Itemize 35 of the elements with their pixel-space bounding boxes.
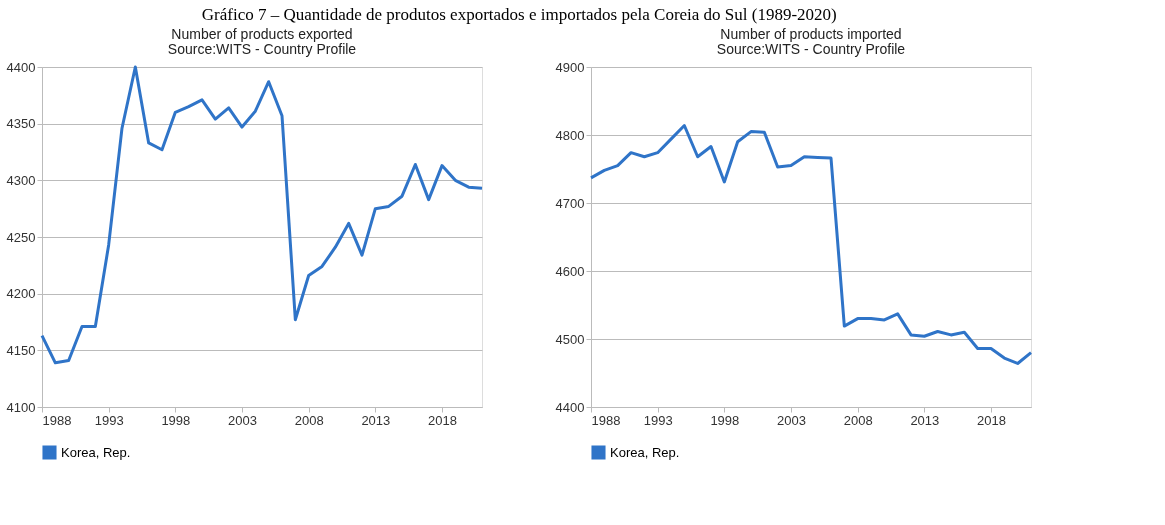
x-tick-label: 2013: [361, 412, 391, 428]
x-tick-label: 1998: [710, 412, 740, 428]
x-tick-label: 1998: [161, 412, 191, 428]
x-tick-label: 1993: [643, 412, 673, 428]
text: Gráfico 7 – Quantidade de produtos exportados e importados pela Coreia do Sul (1989-2020): [201, 4, 837, 24]
y-tick-label: 4250: [6, 229, 36, 245]
x-tick-label: 1993: [94, 412, 124, 428]
legend-label: Korea, Rep.: [610, 444, 680, 460]
x-tick-label: 2003: [777, 412, 806, 428]
chart-subtitle: Source:WITS - Country Profile: [167, 41, 357, 57]
chart-subtitle: Source:WITS - Country Profile: [716, 41, 906, 57]
line-series: [589, 123, 1033, 365]
y-tick-label: 4150: [6, 342, 36, 358]
x-tick-label: 1988: [591, 412, 621, 428]
x-tick-label: 2008: [294, 412, 324, 428]
y-tick-label: 4350: [6, 116, 36, 132]
x-tick-label: 1988: [42, 412, 72, 428]
chart-title: Number of products exported: [171, 26, 353, 42]
legend-label: Korea, Rep.: [61, 444, 131, 460]
y-tick-label: 4800: [555, 127, 585, 143]
y-tick-label: 4700: [555, 195, 585, 211]
y-tick-label: 4100: [6, 399, 36, 415]
x-tick-label: 2008: [843, 412, 873, 428]
y-tick-label: 4300: [6, 172, 36, 188]
y-tick-label: 4400: [555, 399, 585, 415]
y-tick-label: 4900: [555, 59, 585, 75]
chart-title: Number of products imported: [720, 26, 902, 42]
y-tick-label: 4500: [555, 331, 585, 347]
y-tick-label: 4400: [6, 59, 36, 75]
x-tick-label: 2013: [910, 412, 940, 428]
y-tick-label: 4600: [555, 263, 585, 279]
x-tick-label: 2018: [428, 412, 457, 428]
x-tick-label: 2003: [228, 412, 257, 428]
y-tick-label: 4200: [6, 286, 36, 302]
x-tick-label: 2018: [977, 412, 1006, 428]
